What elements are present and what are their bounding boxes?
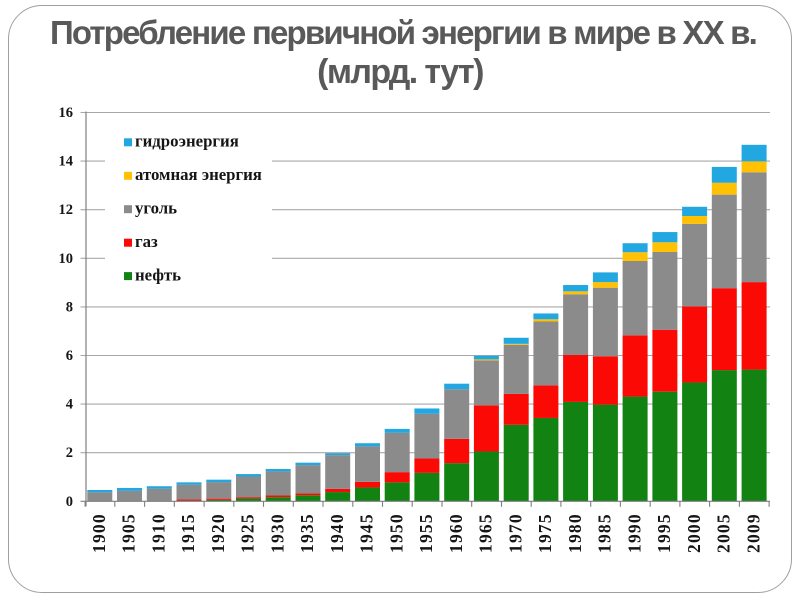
svg-text:1995: 1995 (654, 513, 674, 553)
svg-text:атомная энергия: атомная энергия (135, 165, 262, 184)
svg-text:1960: 1960 (446, 513, 466, 553)
svg-text:1970: 1970 (505, 513, 525, 553)
svg-text:1915: 1915 (178, 513, 198, 553)
svg-text:2009: 2009 (743, 513, 763, 553)
svg-text:16: 16 (59, 105, 74, 121)
svg-text:1950: 1950 (386, 513, 406, 553)
svg-text:1990: 1990 (624, 513, 644, 553)
svg-text:1925: 1925 (238, 513, 258, 553)
svg-text:1945: 1945 (357, 513, 377, 553)
svg-text:1905: 1905 (119, 513, 139, 553)
svg-text:10: 10 (59, 251, 74, 267)
svg-text:1975: 1975 (535, 513, 555, 553)
svg-text:1940: 1940 (327, 513, 347, 553)
svg-text:1910: 1910 (149, 513, 169, 553)
svg-text:уголь: уголь (135, 199, 177, 218)
svg-text:6: 6 (66, 348, 73, 364)
svg-text:1920: 1920 (208, 513, 228, 553)
svg-text:газ: газ (135, 232, 158, 251)
svg-text:1955: 1955 (416, 513, 436, 553)
svg-text:нефть: нефть (135, 266, 181, 285)
svg-text:2000: 2000 (684, 513, 704, 553)
svg-text:4: 4 (66, 397, 73, 413)
svg-text:1900: 1900 (89, 513, 109, 553)
svg-text:1935: 1935 (297, 513, 317, 553)
svg-text:гидроэнергия: гидроэнергия (135, 132, 239, 151)
svg-text:2: 2 (66, 445, 73, 461)
svg-text:8: 8 (66, 299, 73, 315)
svg-text:1985: 1985 (595, 513, 615, 553)
svg-text:1965: 1965 (476, 513, 496, 553)
svg-text:0: 0 (66, 494, 73, 510)
svg-text:2005: 2005 (714, 513, 734, 553)
svg-text:14: 14 (59, 154, 74, 170)
svg-text:1980: 1980 (565, 513, 585, 553)
svg-text:12: 12 (59, 202, 74, 218)
svg-text:1930: 1930 (267, 513, 287, 553)
